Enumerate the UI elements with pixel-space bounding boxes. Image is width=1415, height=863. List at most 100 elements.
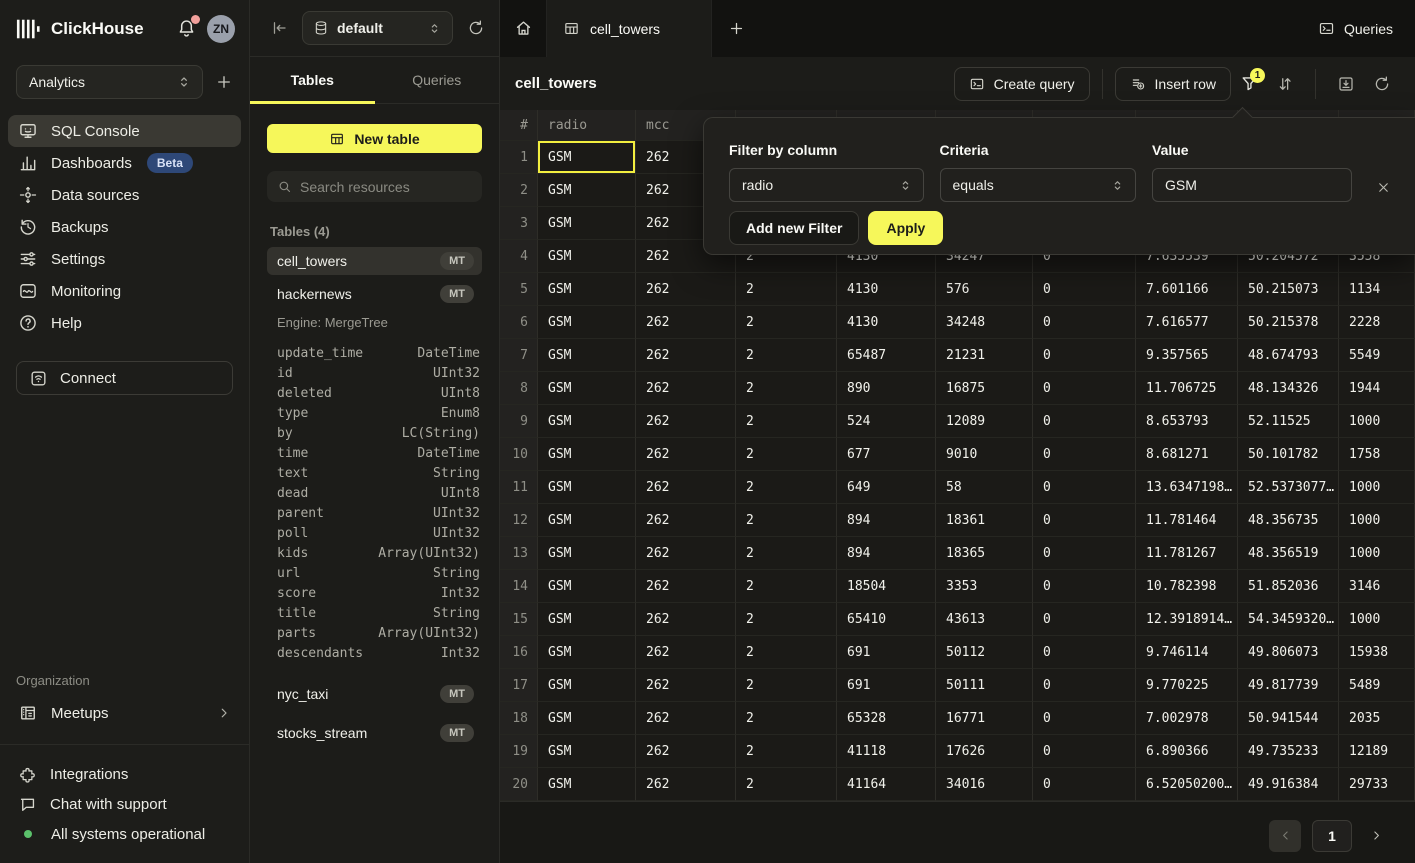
data-cell[interactable]: 262 [636,306,736,339]
data-cell[interactable]: 18504 [837,570,936,603]
data-cell[interactable]: 9010 [936,438,1033,471]
data-cell[interactable]: 0 [1033,372,1136,405]
data-cell[interactable]: 262 [636,570,736,603]
data-cell[interactable]: 2 [736,273,837,306]
data-cell[interactable]: 262 [636,339,736,372]
data-cell[interactable]: 262 [636,735,736,768]
data-cell[interactable]: 1000 [1339,537,1415,570]
data-cell[interactable]: 691 [837,636,936,669]
data-cell[interactable]: 7.601166 [1136,273,1238,306]
data-cell[interactable]: 2 [736,768,837,801]
data-cell[interactable]: 43613 [936,603,1033,636]
insert-row-button[interactable]: Insert row [1115,67,1231,101]
table-item-cell-towers[interactable]: cell_towers MT [267,247,482,275]
next-page-button[interactable] [1363,820,1389,852]
sidebar-item-monitoring[interactable]: Monitoring [8,275,241,307]
refresh-table-button[interactable] [1364,67,1400,101]
sidebar-item-data-sources[interactable]: Data sources [8,179,241,211]
data-cell[interactable]: 2 [736,339,837,372]
sidebar-item-system-status[interactable]: All systems operational [0,819,249,849]
sidebar-item-help[interactable]: Help [8,307,241,339]
connect-button[interactable]: Connect [16,361,233,395]
data-cell[interactable]: 1000 [1339,603,1415,636]
data-cell[interactable]: 48.134326 [1238,372,1339,405]
add-workspace-button[interactable] [215,73,233,91]
data-cell[interactable]: 1000 [1339,471,1415,504]
data-cell[interactable]: 262 [636,471,736,504]
data-cell[interactable]: GSM [538,603,636,636]
data-cell[interactable]: 2 [736,438,837,471]
data-cell[interactable]: 48.356735 [1238,504,1339,537]
data-cell[interactable]: 576 [936,273,1033,306]
data-cell[interactable]: 0 [1033,504,1136,537]
sidebar-item-dashboards[interactable]: Dashboards Beta [8,147,241,179]
data-cell[interactable]: 58 [936,471,1033,504]
current-page-button[interactable]: 1 [1312,820,1352,852]
data-cell[interactable]: 3146 [1339,570,1415,603]
new-tab-button[interactable] [712,0,760,57]
data-cell[interactable]: 7.616577 [1136,306,1238,339]
data-cell[interactable]: 262 [636,636,736,669]
data-cell[interactable]: 50111 [936,669,1033,702]
tab-cell-towers[interactable]: cell_towers [547,0,712,57]
data-cell[interactable]: 48.356519 [1238,537,1339,570]
data-cell[interactable]: 2 [736,306,837,339]
data-cell[interactable]: 7.002978 [1136,702,1238,735]
new-table-button[interactable]: New table [267,124,482,153]
remove-filter-button[interactable] [1376,180,1391,195]
data-cell[interactable]: 50.215073 [1238,273,1339,306]
data-cell[interactable]: 12189 [1339,735,1415,768]
data-cell[interactable]: 8.681271 [1136,438,1238,471]
data-cell[interactable]: 0 [1033,669,1136,702]
create-query-button[interactable]: Create query [954,67,1090,101]
data-cell[interactable]: 2 [736,702,837,735]
database-select[interactable]: default [302,11,453,45]
data-cell[interactable]: 262 [636,537,736,570]
data-cell[interactable]: 262 [636,405,736,438]
apply-filter-button[interactable]: Apply [868,211,943,245]
data-cell[interactable]: 11.781464 [1136,504,1238,537]
filter-column-select[interactable]: radio [729,168,924,202]
refresh-resources-button[interactable] [467,19,485,37]
sort-button[interactable] [1267,67,1303,101]
data-cell[interactable]: GSM [538,570,636,603]
data-cell[interactable]: 13.6347198… [1136,471,1238,504]
data-cell[interactable]: 34016 [936,768,1033,801]
data-cell[interactable]: 50.215378 [1238,306,1339,339]
data-cell[interactable]: 51.852036 [1238,570,1339,603]
data-cell[interactable]: 41164 [837,768,936,801]
data-cell[interactable]: 262 [636,603,736,636]
user-avatar[interactable]: ZN [207,15,235,43]
data-cell[interactable]: 4130 [837,306,936,339]
data-cell[interactable]: GSM [538,735,636,768]
data-cell[interactable]: 0 [1033,570,1136,603]
data-cell[interactable]: 0 [1033,306,1136,339]
data-cell[interactable]: GSM [538,768,636,801]
data-cell[interactable]: 65410 [837,603,936,636]
data-cell[interactable]: GSM [538,405,636,438]
data-cell[interactable]: 34248 [936,306,1033,339]
data-cell[interactable]: 2 [736,405,837,438]
data-cell[interactable]: 262 [636,768,736,801]
data-cell[interactable]: 677 [837,438,936,471]
data-cell[interactable]: 1944 [1339,372,1415,405]
data-cell[interactable]: 691 [837,669,936,702]
data-cell[interactable]: GSM [538,438,636,471]
data-cell[interactable]: GSM [538,669,636,702]
data-cell[interactable]: 5549 [1339,339,1415,372]
filter-value-input[interactable] [1152,168,1352,202]
table-item-nyc-taxi[interactable]: nyc_taxi MT [267,680,482,708]
data-cell[interactable]: GSM [538,273,636,306]
data-cell[interactable]: GSM [538,471,636,504]
home-tab-button[interactable] [500,0,547,57]
data-cell[interactable]: 3353 [936,570,1033,603]
data-cell[interactable]: GSM [538,306,636,339]
data-cell[interactable]: 9.770225 [1136,669,1238,702]
data-cell[interactable]: 262 [636,438,736,471]
data-cell[interactable]: 21231 [936,339,1033,372]
data-cell[interactable]: 54.3459320… [1238,603,1339,636]
data-cell[interactable]: 2 [736,372,837,405]
data-cell[interactable]: 894 [837,504,936,537]
data-cell[interactable]: GSM [538,537,636,570]
data-cell[interactable]: 0 [1033,273,1136,306]
